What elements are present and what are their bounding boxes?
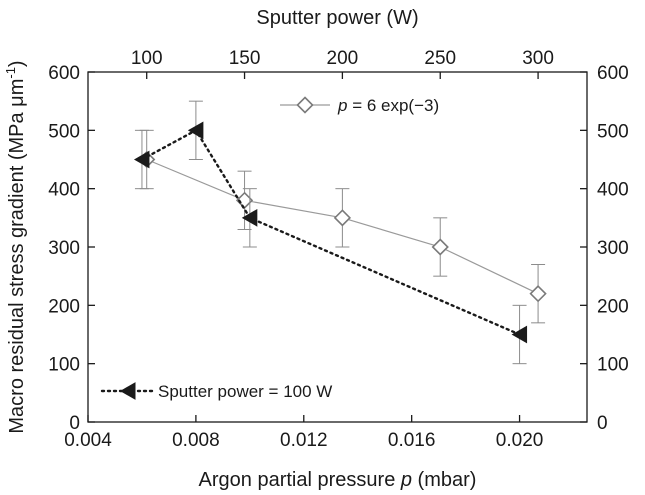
series-line: [140, 128, 521, 336]
x2-axis-title: Sputter power (W): [256, 7, 418, 29]
legend-entry-p-constant: p = 6 exp(−3): [280, 96, 439, 115]
x2-tick-label: 150: [229, 48, 261, 69]
x-tick-label: 0.004: [64, 430, 112, 451]
data-point-diamond: [431, 238, 449, 256]
legend-marker-diamond: [296, 96, 314, 114]
axis-ticks: 0.004 0.008 0.012 0.016 0.020 100 150 200 250 300…: [48, 48, 628, 451]
y-tick-label-right: 500: [597, 121, 629, 142]
y-tick-label-left: 400: [48, 180, 80, 201]
x-axis-title: Argon partial pressure p (mbar): [199, 469, 477, 491]
data-point-triangle: [187, 121, 204, 140]
y-tick-label-left: 300: [48, 238, 80, 259]
legend-entry-sputter-100w: Sputter power = 100 W: [100, 382, 332, 401]
series-layer: [133, 100, 547, 365]
y-tick-label-right: 100: [597, 355, 629, 376]
y-tick-label-right: 200: [597, 296, 629, 317]
y-tick-label-left: 600: [48, 63, 80, 84]
y-tick-label-left: 200: [48, 296, 80, 317]
series-sputter-100w: [133, 100, 528, 365]
y-tick-label-right: 0: [597, 413, 608, 434]
x2-tick-label: 300: [522, 48, 554, 69]
x2-tick-label: 100: [131, 48, 163, 69]
x-tick-label: 0.016: [388, 430, 436, 451]
data-point-triangle: [241, 208, 258, 227]
legend-marker-triangle: [119, 382, 136, 400]
x-tick-label: 0.020: [496, 430, 544, 451]
legend-label: p = 6 exp(−3): [337, 96, 439, 115]
y-tick-label-left: 500: [48, 121, 80, 142]
x2-tick-label: 250: [424, 48, 456, 69]
y-axis-title: Macro residual stress gradient (MPa μm-1…: [3, 60, 28, 433]
y-tick-label-right: 600: [597, 63, 629, 84]
x2-tick-label: 200: [327, 48, 359, 69]
data-point-triangle: [511, 325, 528, 344]
y-tick-label-right: 300: [597, 238, 629, 259]
y-tick-label-left: 100: [48, 355, 80, 376]
data-point-diamond: [333, 209, 352, 227]
y-tick-label-right: 400: [597, 180, 629, 201]
legend-label: Sputter power = 100 W: [158, 382, 332, 401]
data-point-triangle: [133, 150, 150, 169]
data-point-diamond: [529, 285, 547, 303]
x-tick-label: 0.012: [280, 430, 328, 451]
legend-layer: p = 6 exp(−3) Sputter power = 100 W: [100, 96, 439, 401]
x-tick-label: 0.008: [172, 430, 220, 451]
y-tick-label-left: 0: [69, 413, 80, 434]
